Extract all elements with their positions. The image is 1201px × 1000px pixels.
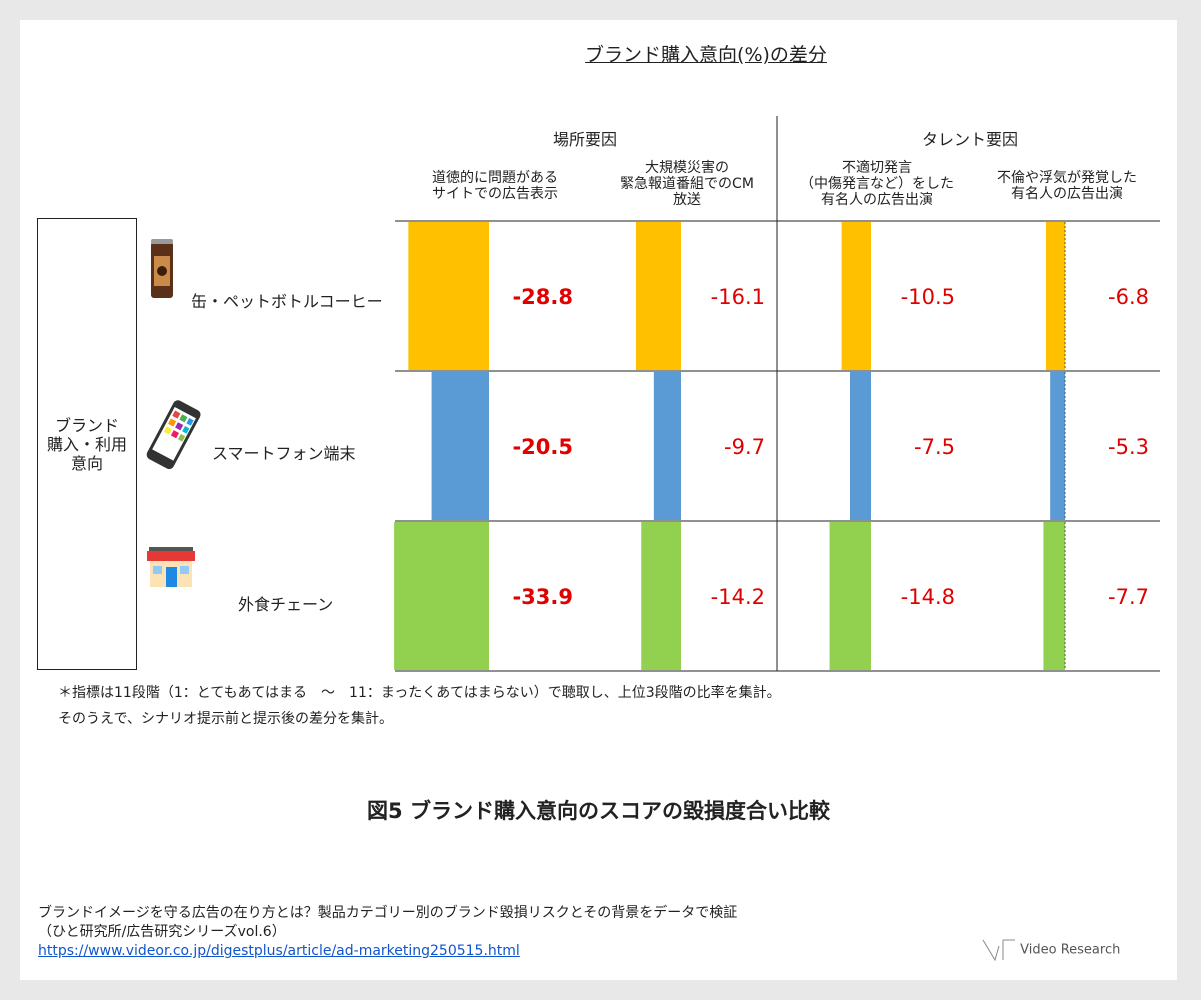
bar-r3-c3: [829, 522, 871, 670]
bar-chart: -28.8 -16.1 -10.5 -6.8 -20.5 -9.7 -7.5 -5.3 -33.…: [394, 116, 1160, 672]
source-link[interactable]: https://www.videor.co.jp/digestplus/arti…: [38, 943, 520, 959]
figure-caption: 図5 ブランド購入意向のスコアの毀損度合い比較: [367, 799, 830, 823]
notes: ＊指標は11段階（1：とてもあてはまる ～ 11：まったくあてはまらない）で聴取…: [58, 680, 781, 732]
bar-r1-c4: [1045, 222, 1065, 370]
data-label-r3-c3: -14.8: [901, 585, 955, 609]
group-label-talent: タレント要因: [921, 130, 1018, 149]
data-label-r1-c2: -16.1: [711, 285, 765, 309]
video-research-logo: Video Research: [982, 938, 1120, 962]
data-label-r1-c4: -6.8: [1108, 285, 1149, 309]
logo-mark-icon: [982, 939, 1015, 962]
row-label-restaurant: 外食チェーン: [238, 595, 334, 614]
data-label-r2-c4: -5.3: [1108, 435, 1149, 459]
group-label-location: 場所要因: [552, 130, 617, 149]
data-label-r2-c2: -9.7: [724, 435, 765, 459]
restaurant-icon: [147, 547, 195, 587]
bar-r1-c1: [408, 222, 489, 370]
bar-r2-c2: [653, 372, 681, 520]
chart-title: ブランド購入意向(%)の差分: [585, 44, 827, 66]
source: ブランドイメージを守る広告の在り方とは？製品カテゴリー別のブランド毀損リスクとそ…: [38, 904, 737, 961]
data-label-r3-c4: -7.7: [1108, 585, 1149, 609]
page: ブランド購入意向(%)の差分 場所要因 タレント要因 道徳的に問題がある サイトで…: [20, 20, 1177, 980]
bar-r2-c3: [850, 372, 871, 520]
column-header-2: 大規模災害の 緊急報道番組でのCM 放送: [620, 160, 754, 208]
source-line-1: ブランドイメージを守る広告の在り方とは？製品カテゴリー別のブランド毀損リスクとそ…: [38, 905, 738, 921]
row-label-smartphone: スマートフォン端末: [212, 444, 356, 463]
bar-r2-c4: [1050, 372, 1065, 520]
row-header-box: ブランド 購入・利用 意向: [37, 218, 137, 670]
row-label-coffee: 缶・ペットボトルコーヒー: [191, 292, 383, 311]
data-label-r3-c2: -14.2: [711, 585, 765, 609]
data-label-r2-c3: -7.5: [914, 435, 955, 459]
smartphone-icon: [146, 400, 201, 470]
bar-r1-c3: [841, 222, 871, 370]
bar-r3-c4: [1043, 522, 1065, 670]
note-line-1: ＊指標は11段階（1：とてもあてはまる ～ 11：まったくあてはまらない）で聴取…: [58, 685, 781, 701]
bar-r2-c1: [431, 372, 489, 520]
note-line-2: そのうえで、シナリオ提示前と提示後の差分を集計。: [58, 711, 394, 727]
data-label-r2-c1: -20.5: [512, 435, 573, 459]
column-header-4: 不倫や浮気が発覚した 有名人の広告出演: [997, 170, 1137, 202]
column-header-1: 道徳的に問題がある サイトでの広告表示: [432, 170, 558, 202]
bar-r1-c2: [635, 222, 681, 370]
bar-r3-c2: [641, 522, 681, 670]
data-label-r3-c1: -33.9: [512, 585, 573, 609]
column-header-3: 不適切発言 （中傷発言など）をした 有名人の広告出演: [800, 160, 954, 208]
data-label-r1-c1: -28.8: [512, 285, 573, 309]
source-line-2: （ひと研究所/広告研究シリーズvol.6）: [38, 924, 286, 940]
coffee-can-icon: [151, 239, 173, 298]
data-label-r1-c3: -10.5: [901, 285, 955, 309]
bar-r3-c1: [394, 522, 489, 670]
